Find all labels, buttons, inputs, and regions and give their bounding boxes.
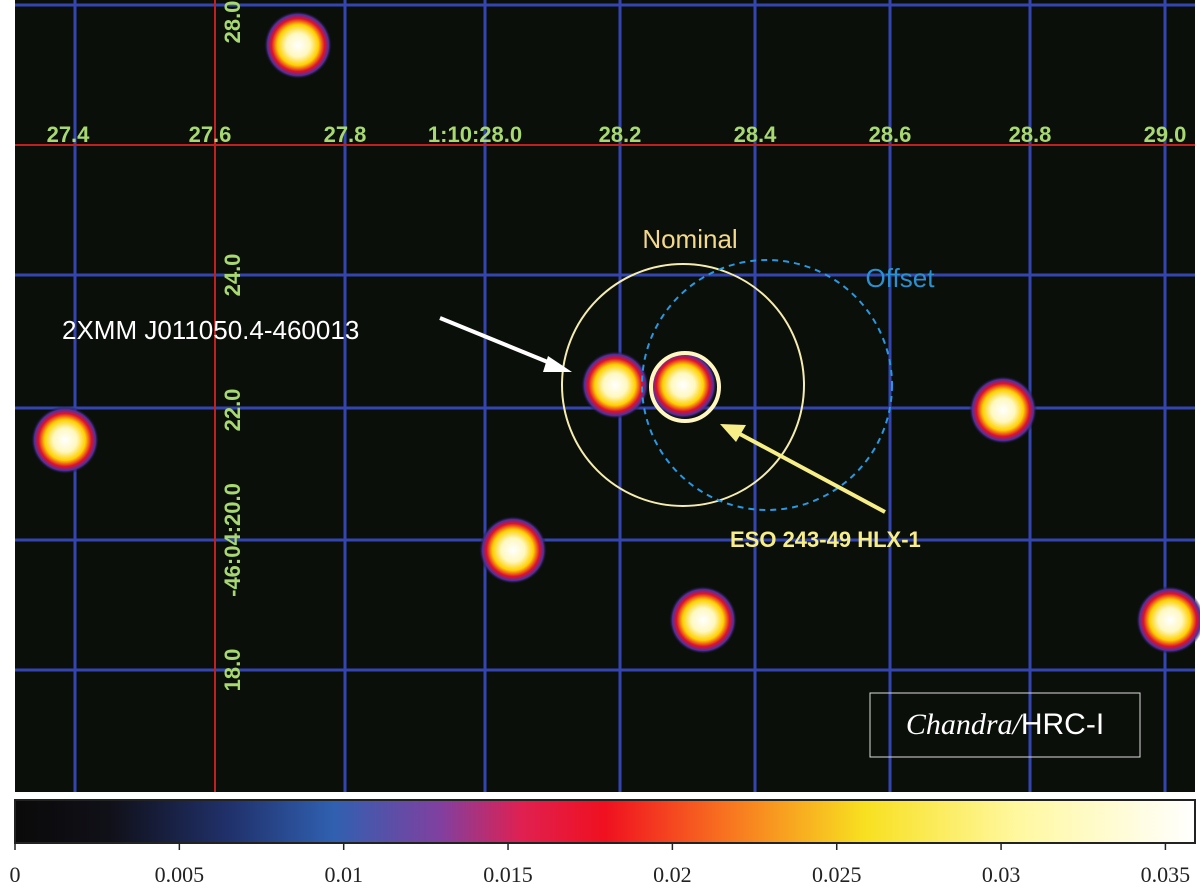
ra-tick-label: 29.0 — [1144, 122, 1187, 147]
offset-circle — [641, 259, 893, 511]
colorbar-tick-label: 0.01 — [324, 862, 363, 887]
nominal-label: Nominal — [642, 224, 737, 254]
ra-tick-label: 28.6 — [869, 122, 912, 147]
hlx-circle — [649, 351, 721, 423]
colorbar-tick-label: 0.035 — [1141, 862, 1191, 887]
ra-tick-label: 28.8 — [1009, 122, 1052, 147]
dec-tick-label: 18.0 — [220, 649, 245, 692]
colorbar-tick-label: 0.02 — [653, 862, 692, 887]
colorbar-tick-label: 0 — [10, 862, 21, 887]
arrows — [439, 316, 886, 514]
ra-tick-label: 27.8 — [324, 122, 367, 147]
nominal-circle — [561, 263, 805, 507]
axis-lines — [15, 0, 1195, 792]
ra-tick-label: 1:10:28.0 — [428, 122, 522, 147]
hlx-label: ESO 243-49 HLX-1 — [730, 527, 921, 552]
telescope: Chandra/ — [906, 708, 1024, 741]
instrument-label: Chandra/HRC-I — [906, 708, 1104, 741]
colorbar-tick-label: 0.005 — [155, 862, 205, 887]
dec-tick-label: 28.0 — [220, 1, 245, 44]
sources — [31, 11, 1200, 654]
detector: HRC-I — [1021, 708, 1104, 741]
colorbar-tick-label: 0.015 — [483, 862, 533, 887]
colorbar-tick-label: 0.025 — [812, 862, 862, 887]
ra-tick-label: 27.4 — [47, 122, 91, 147]
dec-tick-label: 24.0 — [220, 254, 245, 297]
dec-tick-label: 22.0 — [220, 389, 245, 432]
ra-tick-label: 27.6 — [189, 122, 232, 147]
source-label: 2XMM J011050.4-460013 — [62, 315, 359, 345]
ra-tick-label: 28.4 — [734, 122, 778, 147]
colorbar — [14, 799, 1196, 844]
offset-label: Offset — [866, 263, 936, 293]
dec-tick-label: -46:04:20.0 — [220, 483, 245, 597]
ra-tick-label: 28.2 — [599, 122, 642, 147]
colorbar-tick-label: 0.03 — [982, 862, 1021, 887]
instrument-box — [869, 692, 1141, 758]
